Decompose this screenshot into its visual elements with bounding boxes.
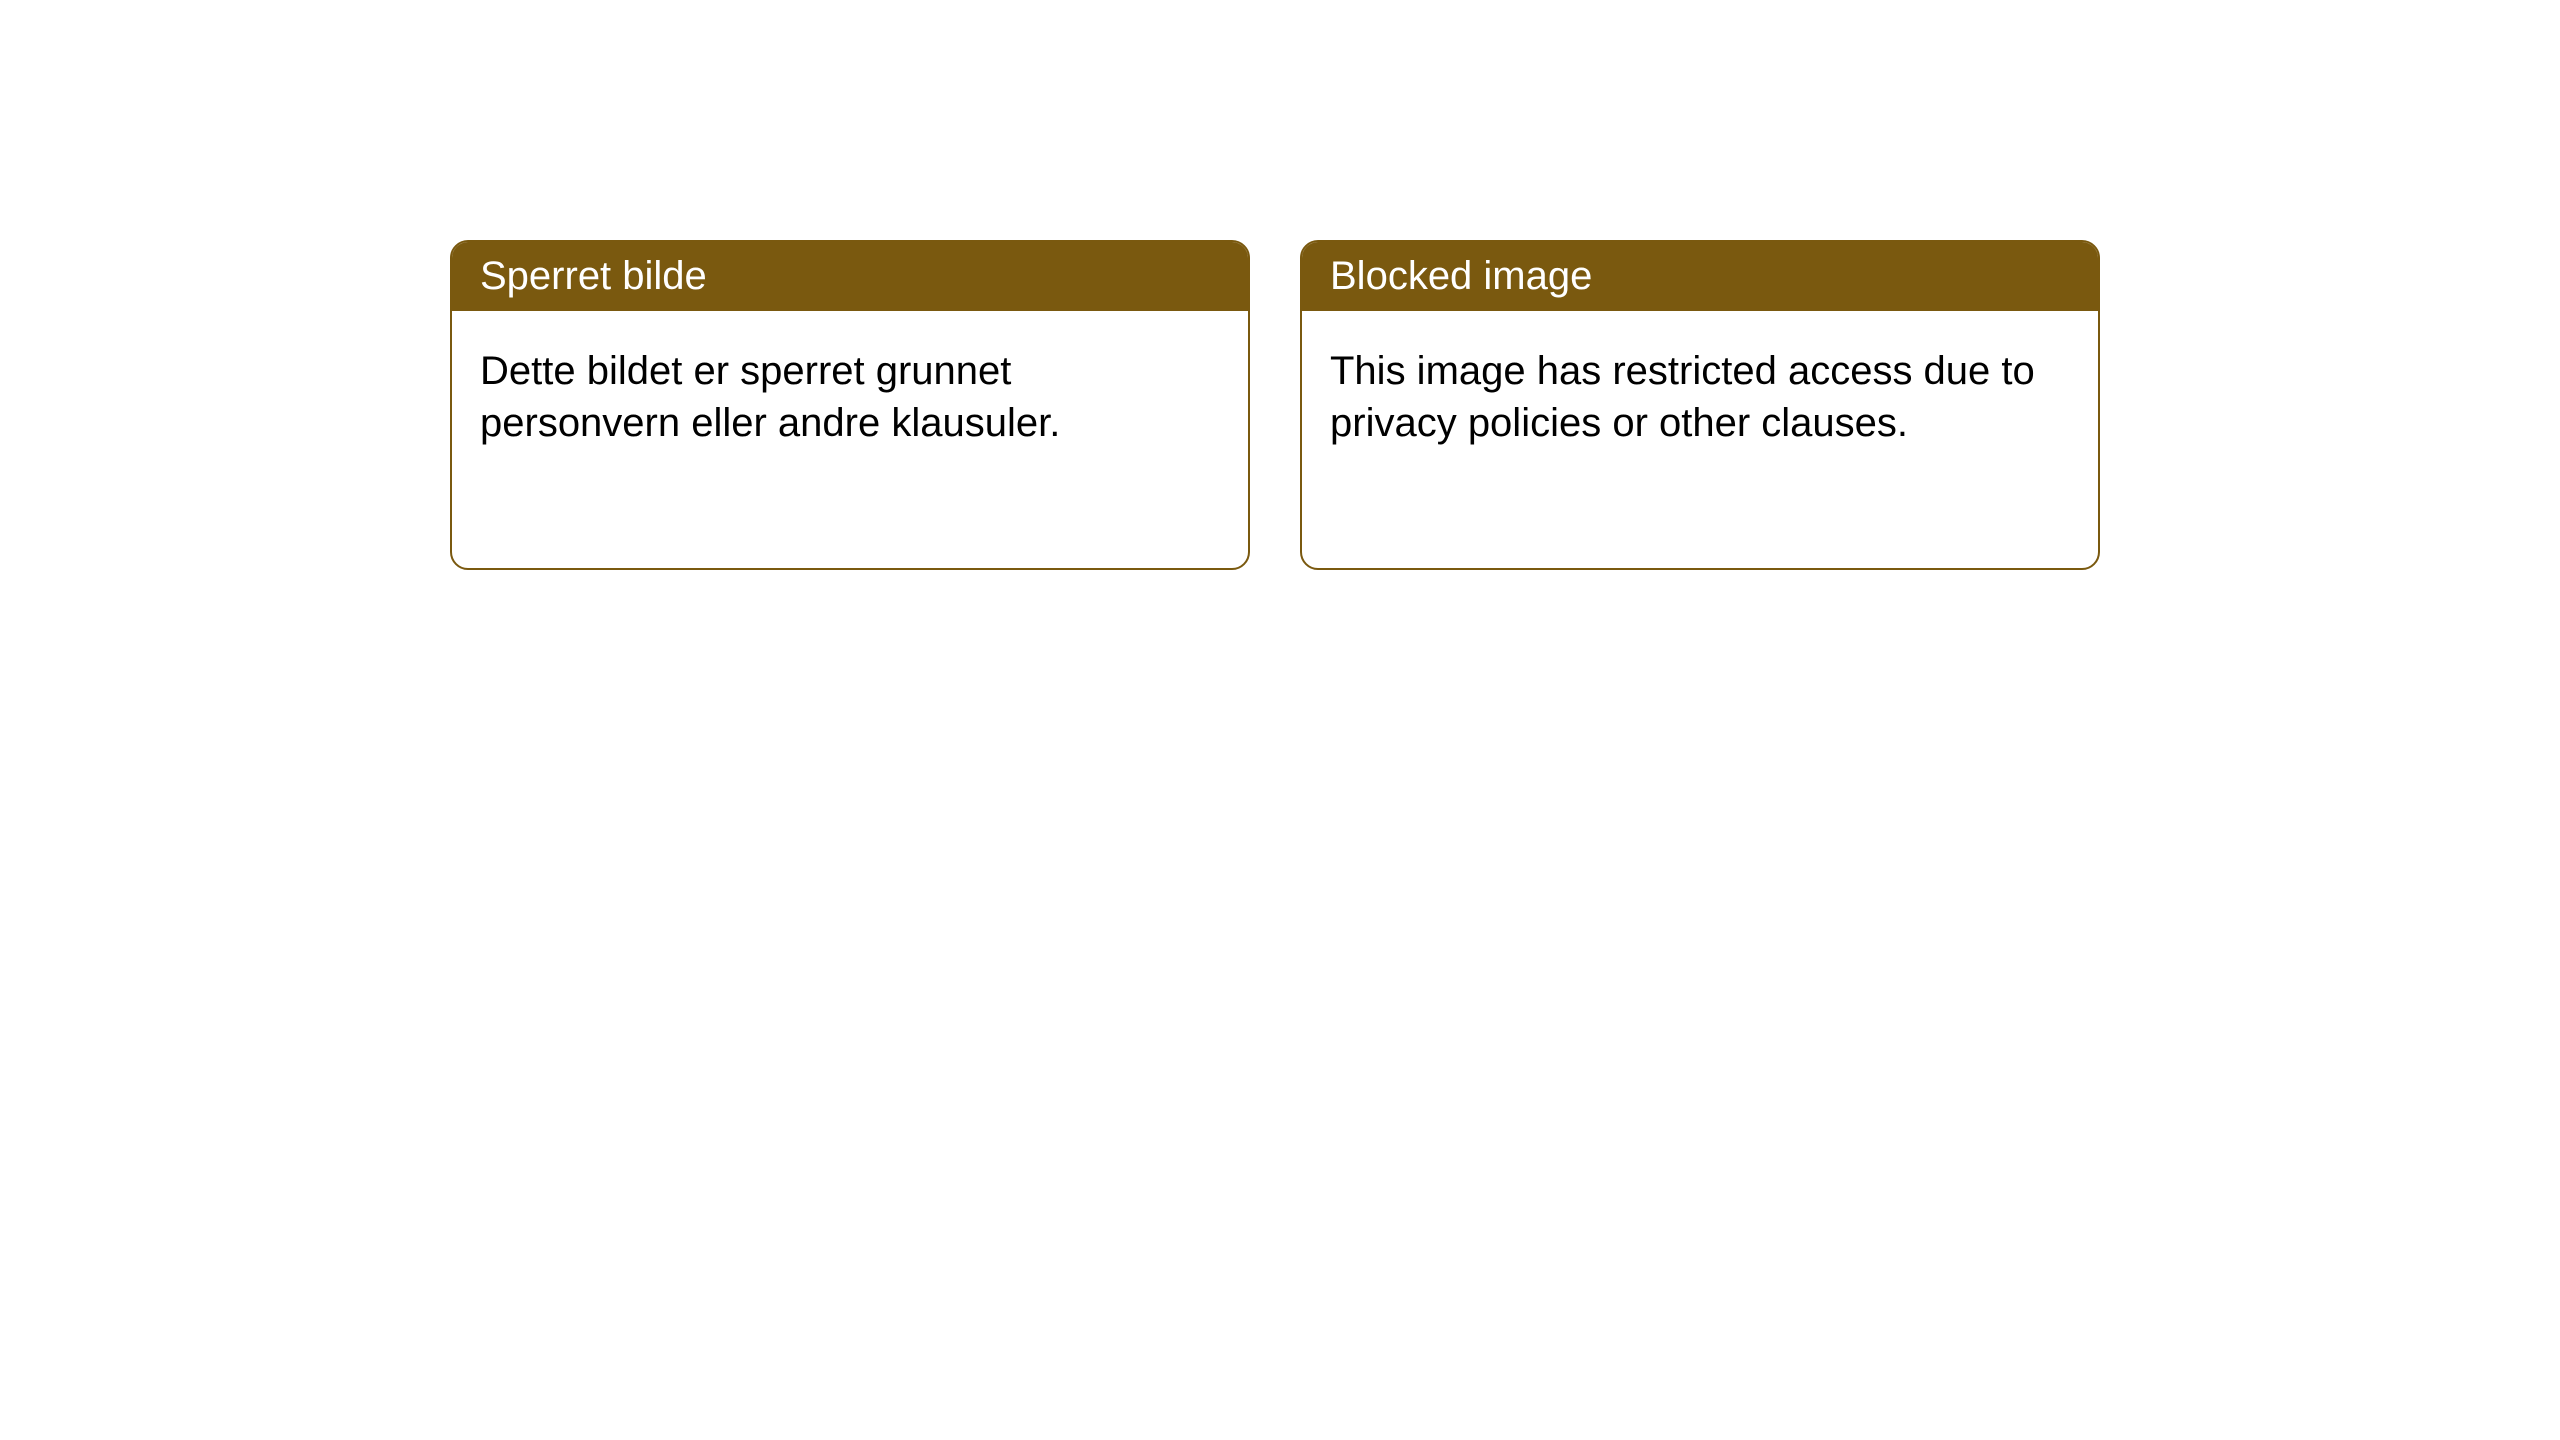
cards-container: Sperret bilde Dette bildet er sperret gr… (450, 240, 2100, 570)
blocked-image-card-english: Blocked image This image has restricted … (1300, 240, 2100, 570)
card-body: This image has restricted access due to … (1302, 311, 2098, 483)
blocked-image-card-norwegian: Sperret bilde Dette bildet er sperret gr… (450, 240, 1250, 570)
card-header: Sperret bilde (452, 242, 1248, 311)
card-body: Dette bildet er sperret grunnet personve… (452, 311, 1248, 483)
card-header: Blocked image (1302, 242, 2098, 311)
